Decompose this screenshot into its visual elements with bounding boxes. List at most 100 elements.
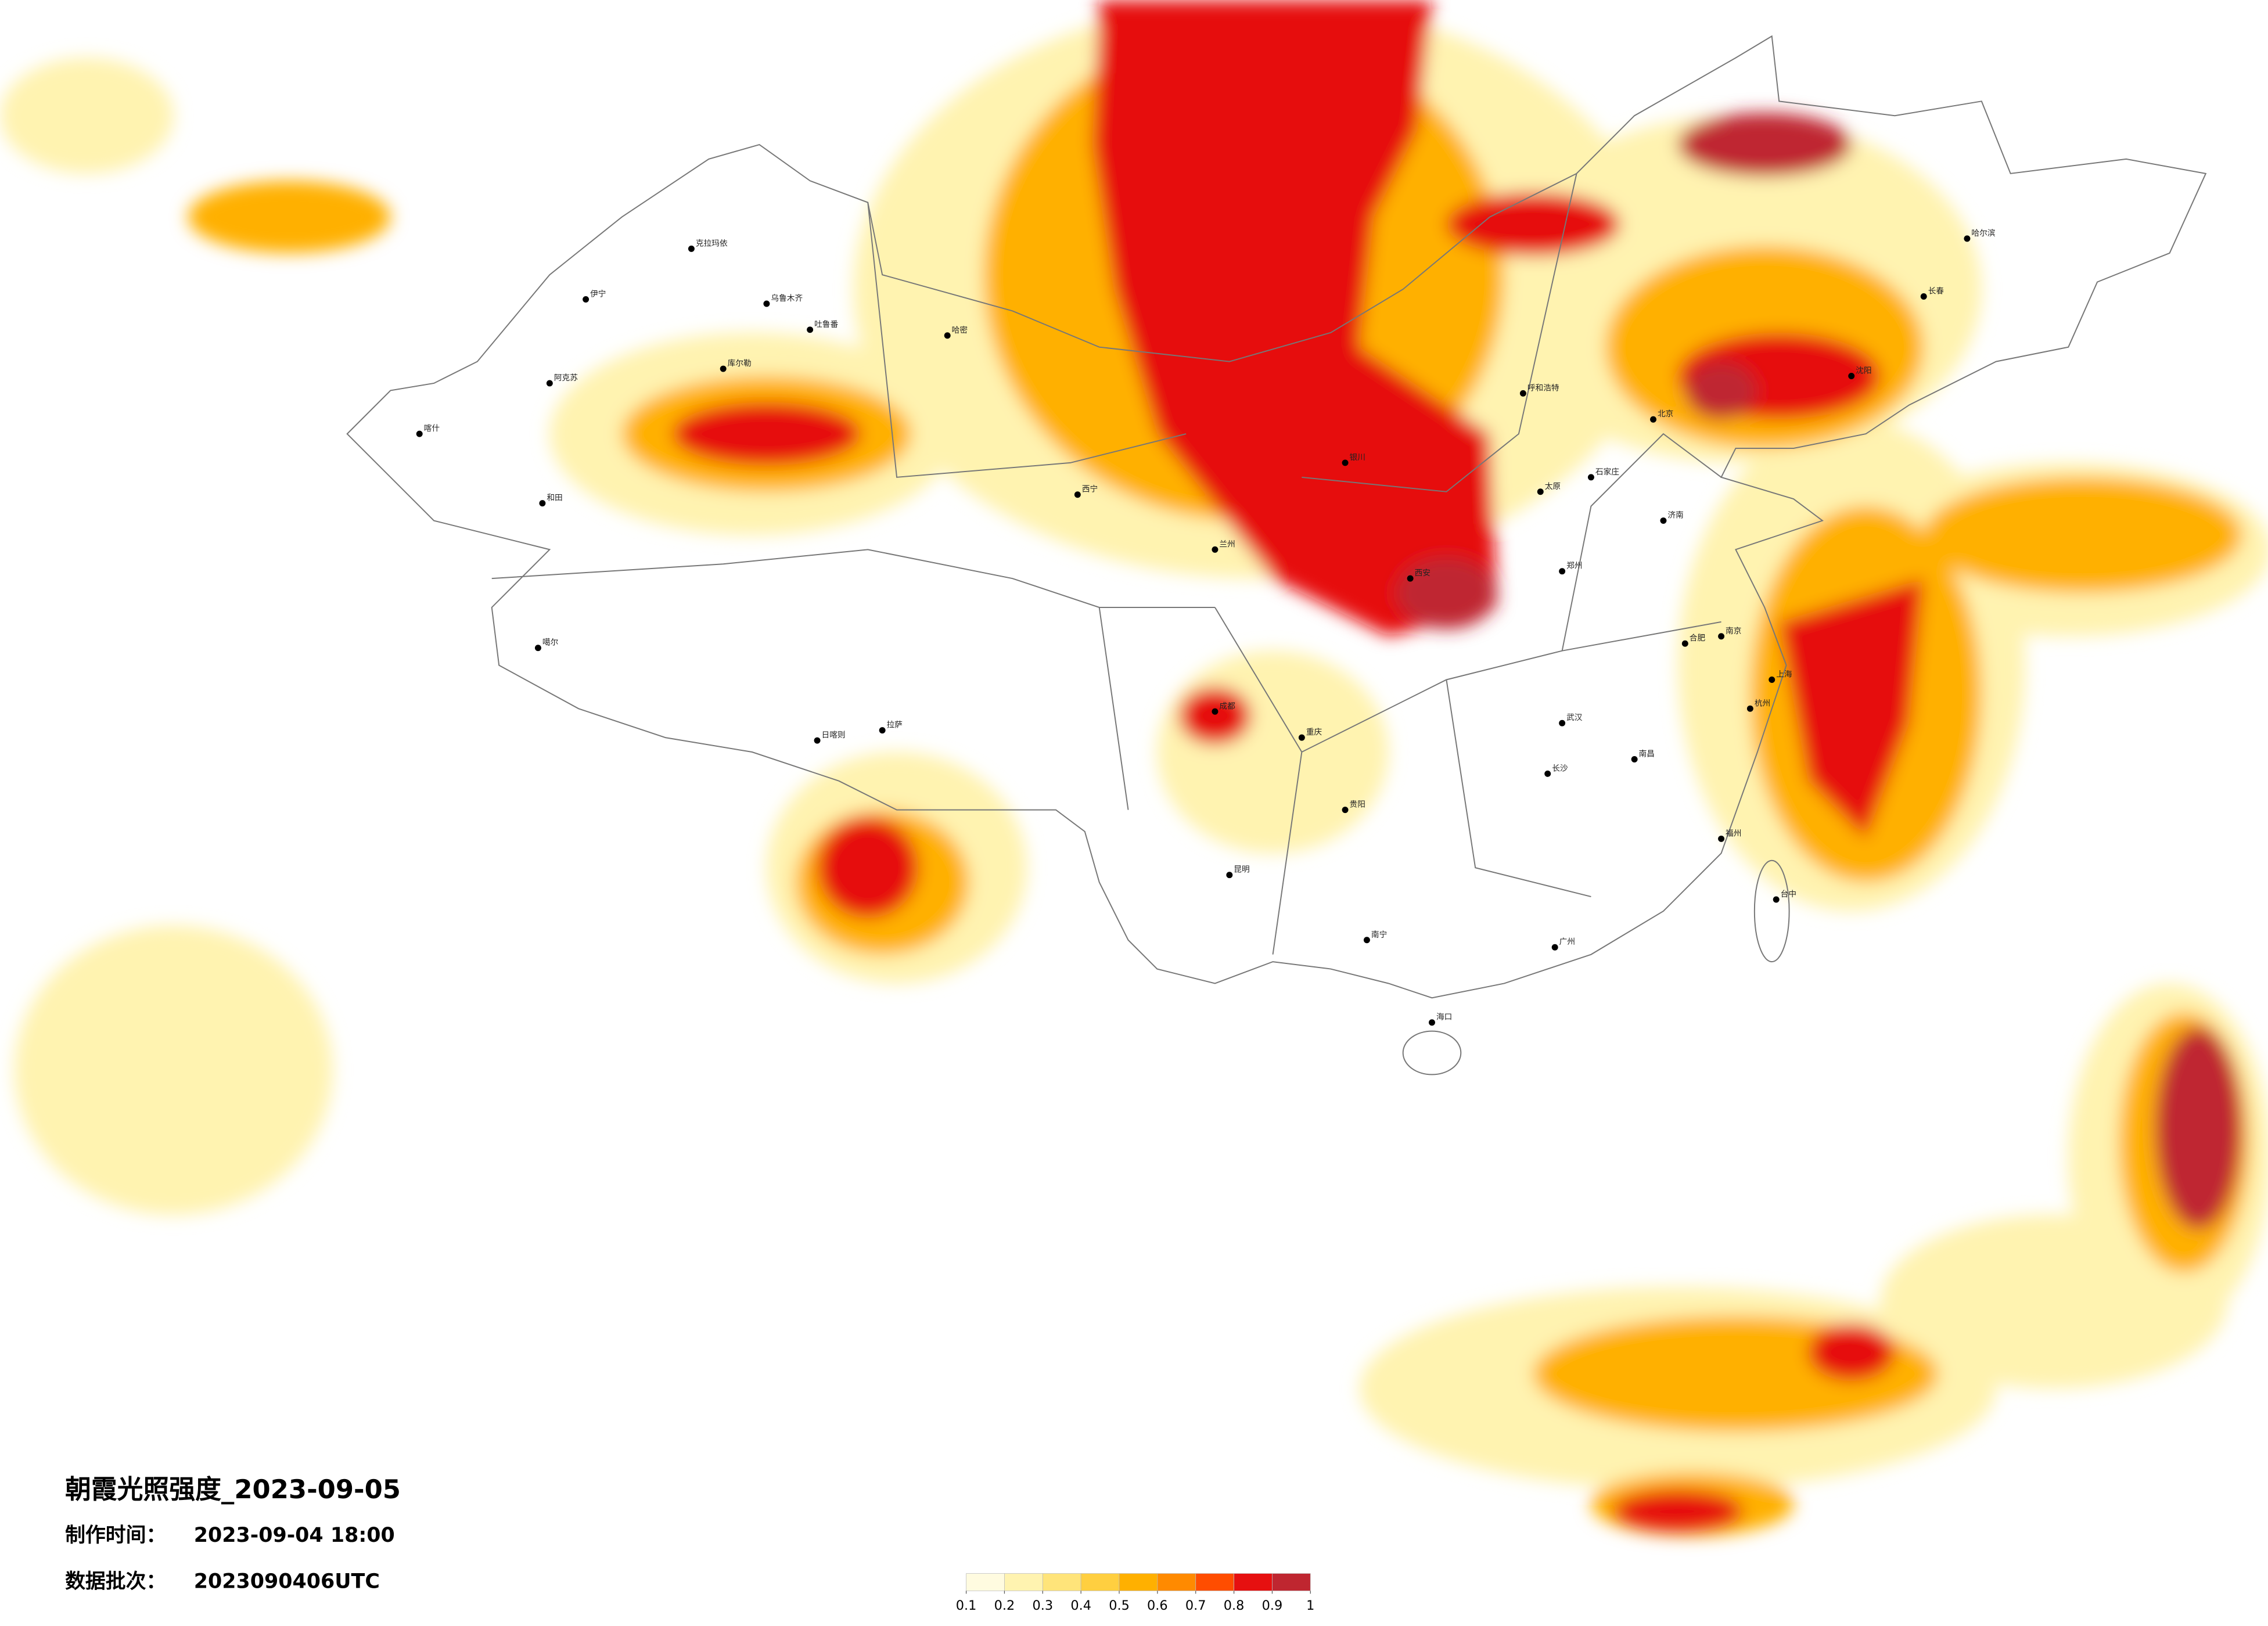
city-label: 乌鲁木齐 [771,294,803,303]
city-label: 福州 [1726,829,1741,838]
city-label: 南昌 [1639,749,1655,758]
made-time: 2023-09-04 18:00 [194,1524,395,1547]
legend-tick-label: 0.9 [1262,1598,1283,1613]
city-dot [807,326,814,333]
city-dot [814,737,821,744]
city-dot [583,296,590,303]
legend-swatch [1234,1573,1273,1591]
legend-tick-label: 0.7 [1185,1598,1206,1613]
legend-swatch [1004,1573,1043,1591]
legend-tick-label: 0.6 [1147,1598,1168,1613]
city-label: 南宁 [1371,930,1387,940]
city-dot [546,380,553,387]
city-dot [1074,491,1081,498]
city-dot [720,365,727,372]
city-dot [1519,390,1526,397]
city-label: 伊宁 [590,289,606,299]
city-label: 吐鲁番 [814,320,838,329]
city-label: 北京 [1658,409,1673,419]
city-dot [688,245,695,252]
city-dot [1746,705,1753,712]
legend-swatch [1119,1573,1158,1591]
city-dot [1559,720,1566,726]
city-dot [539,500,546,507]
border [346,35,2207,1075]
city-dot [1631,756,1638,762]
city-label: 长沙 [1552,764,1568,773]
legend-swatch [1272,1573,1311,1591]
city-dot [1342,459,1349,466]
legend: 0.1 0.2 0.3 0.4 0.5 0.6 0.7 0.8 0.9 1 [956,1573,1314,1613]
city-label: 成都 [1219,702,1235,711]
city-label: 克拉玛依 [696,239,728,248]
city-dot [1964,235,1971,242]
city-label: 银川 [1350,453,1365,462]
city-label: 南京 [1726,627,1741,636]
city-dot [1681,640,1688,647]
city-label: 贵阳 [1350,800,1365,810]
city-dot [1848,373,1855,379]
city-dot [1769,677,1775,683]
city-dot [1650,416,1657,423]
city-label: 哈密 [952,325,968,335]
city-dot [944,332,951,339]
city-dot [1544,770,1551,777]
city-label: 呼和浩特 [1527,383,1559,393]
batch: 2023090406UTC [194,1570,380,1593]
city-label: 沈阳 [1856,366,1871,376]
legend-swatch [1042,1573,1081,1591]
title: 朝霞光照强度_2023-09-05 [65,1474,401,1505]
city-label: 昆明 [1234,865,1249,875]
city-label: 上海 [1776,670,1792,679]
city-label: 和田 [547,494,562,503]
city-label: 喀什 [424,424,440,433]
city-dot [1212,708,1219,715]
city-dot [1429,1019,1435,1026]
city-dot [1342,807,1349,814]
city-dot [1718,835,1725,842]
city-label: 海口 [1436,1013,1452,1022]
city-dot [1212,546,1219,553]
city-label: 噶尔 [542,638,559,647]
city-dot [1773,896,1780,903]
city-label: 西安 [1415,569,1430,578]
city-dot [1660,517,1667,524]
city-dot [1551,944,1558,951]
city-label: 兰州 [1219,539,1235,549]
legend-tick-label: 1 [1306,1598,1314,1613]
legend-swatch [1157,1573,1196,1591]
city-label: 石家庄 [1595,467,1619,477]
city-label: 阿克苏 [554,373,578,383]
legend-tick-label: 0.3 [1032,1598,1053,1613]
city-dot [1587,474,1594,481]
city-label: 郑州 [1566,562,1582,571]
city-dot [1559,568,1566,575]
city-label: 广州 [1559,937,1575,947]
legend-tick-label: 0.4 [1070,1598,1091,1613]
city-label: 太原 [1545,482,1561,491]
legend-tick-label: 0.2 [994,1598,1015,1613]
city-label: 拉萨 [887,721,903,730]
legend-swatch [966,1573,1005,1591]
city-dot [534,645,541,652]
city-label: 济南 [1667,511,1683,520]
city-dot [879,727,886,734]
city-dot [1226,872,1233,879]
city-label: 哈尔滨 [1971,229,1995,238]
legend-tick-label: 0.5 [1109,1598,1130,1613]
city-label: 杭州 [1755,699,1770,708]
city-dot [1718,633,1725,640]
batch-label: 数据批次： [65,1570,166,1593]
city-label: 合肥 [1690,634,1706,643]
city-dot [416,430,423,437]
made-label: 制作时间： [65,1524,166,1547]
city-dot [1537,488,1544,495]
city-dot [1363,937,1370,944]
legend-tick-label: 0.1 [956,1598,977,1613]
city-label: 长春 [1928,287,1944,296]
city-label: 台中 [1781,890,1796,899]
city-label: 库尔勒 [728,359,752,368]
city-label: 重庆 [1306,728,1322,737]
